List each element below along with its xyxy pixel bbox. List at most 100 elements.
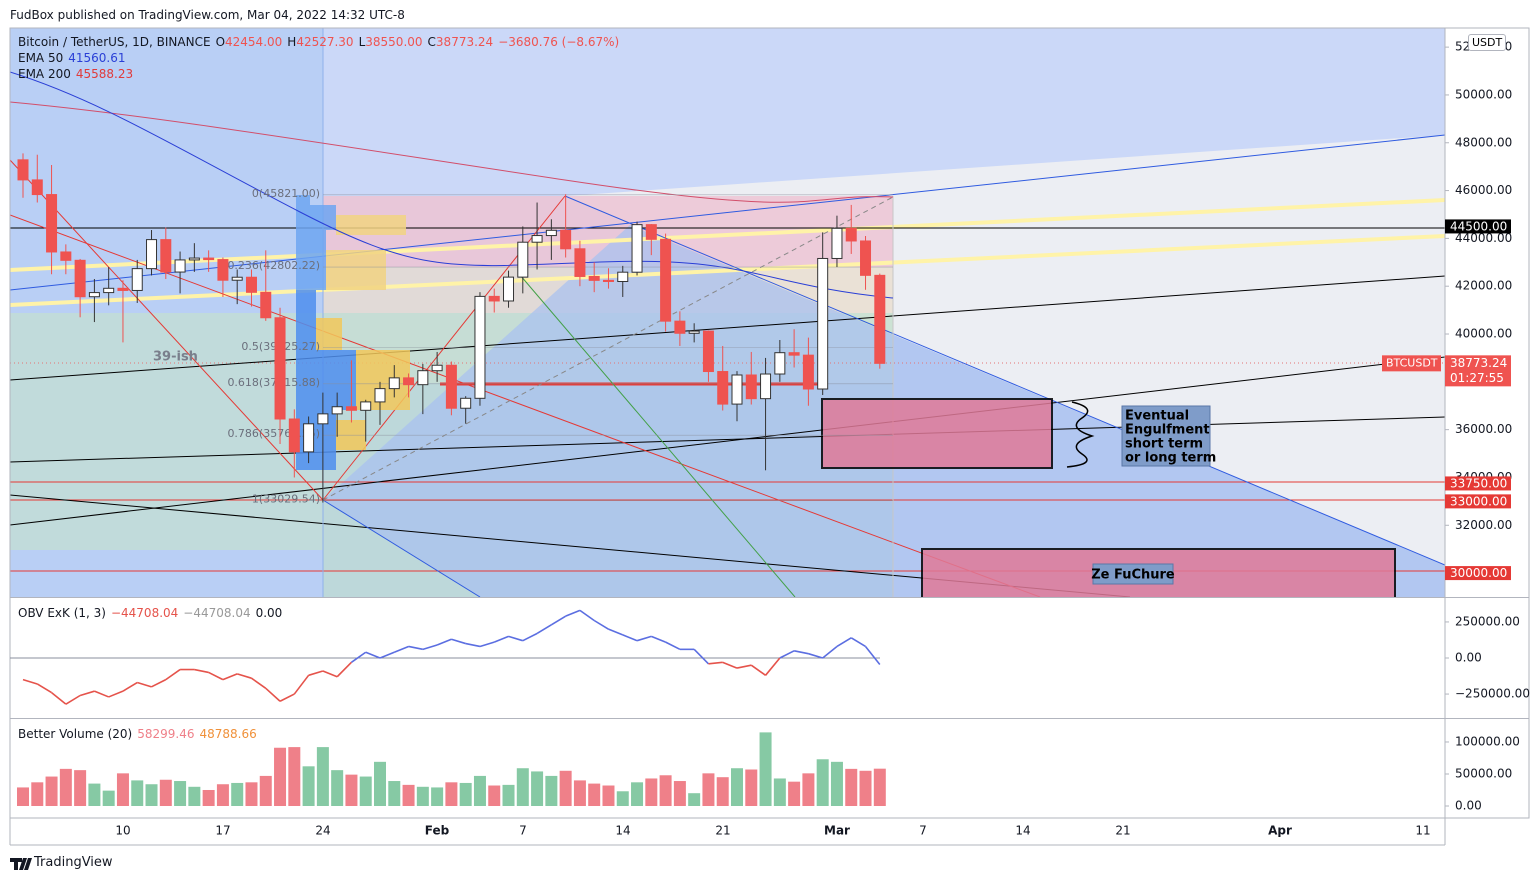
volume-bar	[416, 786, 429, 806]
obv-segment	[165, 668, 181, 681]
obv-segment	[336, 661, 353, 678]
obv-segment	[137, 681, 152, 688]
indicator-value: −44708.04	[183, 606, 251, 620]
indicator-name: Better Volume (20)	[18, 727, 133, 741]
trend-line	[10, 214, 1041, 597]
trend-line	[10, 198, 1445, 272]
ohlc-value: 42454.00	[225, 35, 283, 49]
x-tick-label: 24	[315, 824, 330, 838]
indicator-value: 45588.23	[75, 67, 134, 81]
obv-segment	[36, 683, 52, 694]
obv-segment	[94, 690, 109, 698]
obv-segment	[365, 651, 381, 659]
ohlc-value: 38773.24	[435, 35, 494, 49]
obv-segment	[236, 673, 252, 679]
x-tick-label: 10	[115, 824, 130, 838]
y-tick-label: 250000.00	[1455, 614, 1520, 628]
candle-body	[131, 268, 143, 291]
trend-line	[10, 275, 1445, 381]
obv-segment	[779, 650, 795, 659]
volume-bar	[716, 777, 729, 806]
legend-row: EMA 50 41560.61	[18, 51, 624, 65]
y-tick-label: 40000.00	[1455, 327, 1512, 341]
candle-body	[760, 373, 772, 400]
obv-segment	[665, 641, 681, 651]
candle-body	[445, 364, 457, 409]
obv-segment	[108, 690, 124, 698]
obv-segment	[536, 624, 552, 635]
y-tick-label: 0.00	[1455, 651, 1482, 665]
fib-left	[10, 313, 323, 550]
candle-body	[388, 377, 400, 390]
candle-body	[46, 194, 58, 253]
volume-bar	[274, 747, 287, 806]
candle-body	[303, 423, 315, 453]
indicator-value: 41560.61	[68, 51, 126, 65]
annotation: 39-ish	[153, 350, 198, 365]
volume-bar	[359, 776, 372, 806]
volume-bar	[659, 775, 672, 806]
x-tick-label: 7	[519, 824, 527, 838]
indicator-value: 58299.46	[137, 727, 195, 741]
profile-bar	[296, 195, 310, 205]
candle-body	[774, 352, 786, 375]
y-tick-label: 32000.00	[1455, 518, 1512, 532]
obv-segment	[750, 664, 767, 676]
y-tick-label: 36000.00	[1455, 422, 1512, 436]
candle-body	[317, 413, 329, 425]
volume-bar	[788, 781, 801, 806]
indicator-name: EMA 200	[18, 67, 71, 81]
candle-body	[817, 257, 829, 390]
indicator-name: OBV ExK (1, 3)	[18, 606, 106, 620]
volume-bar	[116, 773, 129, 806]
obv-segment	[864, 645, 881, 665]
obv-segment	[308, 670, 324, 677]
ohlc-key: L	[358, 35, 366, 49]
volume-bar	[45, 776, 58, 806]
candle-body	[574, 248, 586, 277]
volume-bar	[816, 759, 829, 806]
price-tag-label: 33000.00	[1450, 494, 1507, 508]
obv-segment	[122, 681, 138, 692]
profile-bar	[296, 410, 336, 470]
volume-bar	[859, 770, 872, 806]
currency-button[interactable]: USDT	[1468, 34, 1507, 51]
obv-segment	[822, 645, 838, 659]
candle-body	[688, 330, 700, 334]
volume-bar	[516, 768, 529, 806]
y-tick-label: 48000.00	[1455, 135, 1512, 149]
volume-bar	[131, 780, 144, 806]
annotation: short term	[1125, 437, 1203, 452]
price-tag	[1445, 476, 1511, 491]
candle-body	[117, 287, 129, 291]
zone-box	[821, 398, 1053, 469]
candle-body	[288, 418, 300, 453]
fib-label: 0(45821.00)	[252, 187, 320, 200]
last-price-tag	[1445, 355, 1511, 387]
volume-bar	[259, 775, 272, 806]
price-tag	[1445, 219, 1511, 234]
obv-segment	[393, 645, 409, 653]
obv-segment	[579, 609, 595, 622]
profile-bar	[296, 205, 336, 230]
x-tick-label: Feb	[425, 824, 450, 838]
obv-segment	[436, 638, 452, 646]
symbol-tag	[1382, 355, 1441, 372]
logo	[10, 858, 32, 870]
volume-bar	[845, 768, 858, 806]
candle-body	[431, 364, 443, 372]
obv-segment	[622, 634, 638, 642]
fib-label: 0.236(42802.22)	[227, 259, 320, 272]
obv-legend: OBV ExK (1, 3) −44708.04 −44708.04 0.00	[18, 606, 287, 620]
candle-body	[31, 179, 43, 196]
obv-segment	[608, 628, 624, 636]
candle-body	[602, 279, 614, 282]
candle-body	[403, 377, 415, 386]
ohlc-value: 42527.30	[296, 35, 354, 49]
trend-line	[564, 195, 1445, 566]
obv-segment	[408, 645, 423, 651]
last-price-label: 38773.24	[1450, 356, 1507, 370]
volume-bar	[188, 786, 201, 806]
obv-segment	[565, 609, 581, 617]
ema-50-line	[10, 71, 894, 299]
